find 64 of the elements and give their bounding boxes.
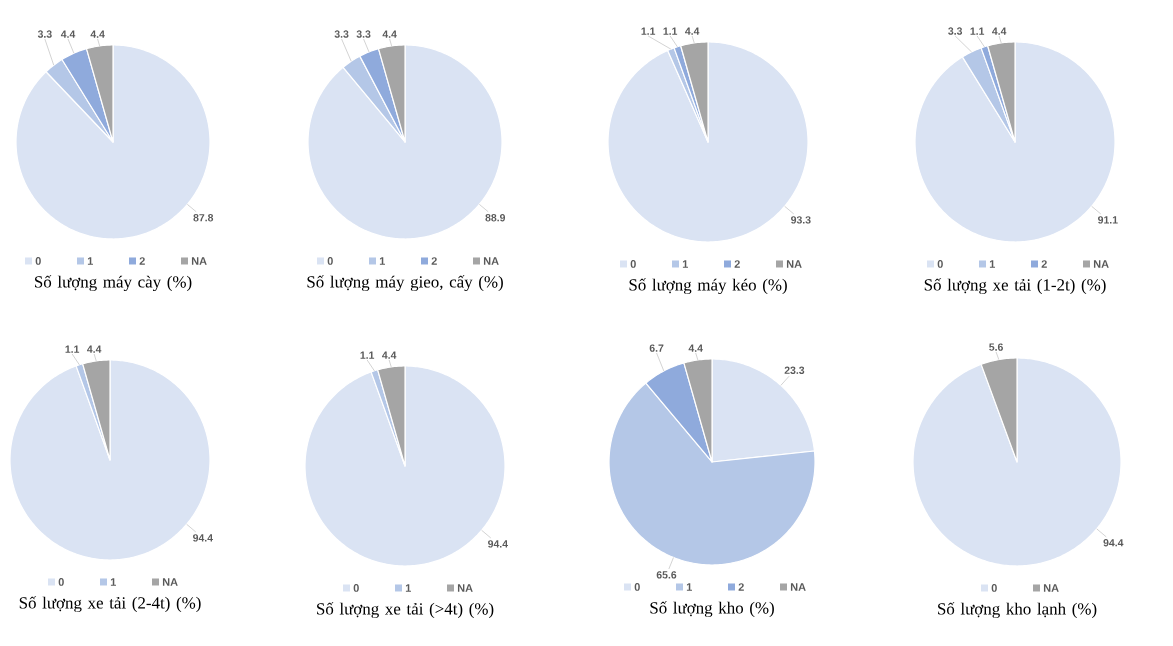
data-label: 4.4 [685,27,700,35]
legend-label: 1 [405,584,411,592]
legend-label: 1 [379,257,385,265]
legend-label: 0 [937,260,943,268]
legend-label: NA [162,578,178,586]
text: Số lượng xe tải (>4t) (%) [317,602,494,619]
legend-label: 1 [686,583,692,591]
text: Số lượng máy gieo, cấy (%) [307,275,503,292]
legend-label: 2 [1041,260,1047,268]
data-label: 1.1 [65,345,80,353]
data-label: 4.4 [87,345,102,353]
data-label: 91.1 [1098,216,1118,224]
legend-label: NA [1043,584,1059,592]
data-label: 88.9 [485,214,506,222]
legend-label: 1 [87,257,93,265]
text: Số lượng xe tải (1-2t) (%) [924,278,1106,295]
data-label: 4.4 [382,30,397,38]
legend-label: 2 [734,260,740,268]
data-label: 4.4 [90,30,105,38]
legend-label: 0 [634,583,640,591]
data-label: 5.6 [989,343,1003,351]
text: Số lượng kho (%) [650,601,774,618]
data-label: 3.3 [948,27,963,35]
data-label: 94.4 [488,540,508,548]
data-label: 1.1 [360,351,375,359]
legend-label: 0 [35,257,41,265]
legend-label: 1 [682,260,688,268]
data-label: 87.8 [193,214,214,222]
data-label: 23.3 [784,366,805,374]
data-label: 1.1 [641,27,656,35]
data-label: 3.3 [37,30,52,38]
data-label: 93.3 [791,216,811,224]
data-label: 3.3 [334,30,349,38]
data-label: 4.4 [382,351,397,359]
legend-label: NA [191,257,207,265]
legend-label: 1 [110,578,116,586]
data-label: 3.3 [356,30,371,38]
data-label: 4.4 [60,30,76,38]
text: Số lượng xe tải (2-4t) (%) [19,596,201,613]
legend-label: NA [786,260,802,268]
legend-label: NA [1093,260,1109,268]
legend-label: 0 [630,260,636,268]
data-label: 94.4 [1103,539,1124,547]
legend-label: NA [457,584,473,592]
legend-label: 2 [139,257,145,265]
legend-label: NA [790,583,806,591]
legend-label: 1 [989,260,995,268]
legend-label: NA [483,257,499,265]
legend-label: 0 [991,584,997,592]
text: Số lượng máy cày (%) [35,275,192,292]
text: Số lượng kho lạnh (%) [938,602,1097,619]
data-label: 65.6 [656,571,677,579]
legend-label: 2 [738,583,744,591]
data-label: 4.4 [688,344,703,352]
legend-label: 0 [58,578,64,586]
text: Số lượng máy kéo (%) [629,278,787,295]
legend-label: 0 [327,257,333,265]
data-label: 1.1 [970,27,985,35]
legend-label: 0 [353,584,359,592]
legend-label: 2 [431,257,437,265]
data-label: 6.7 [649,344,664,352]
data-label: 94.4 [193,534,213,542]
data-label: 4.4 [992,27,1007,35]
data-label: 1.1 [663,27,678,35]
